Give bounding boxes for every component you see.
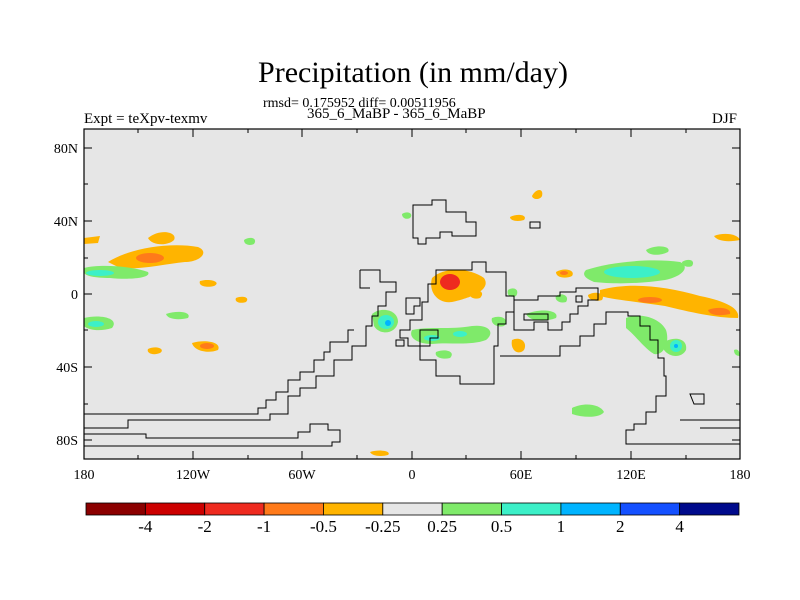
outline-east-continent-north bbox=[513, 287, 599, 331]
y-tick-label: 0 bbox=[71, 288, 78, 303]
colorbar-swatch bbox=[263, 502, 324, 516]
outline-southern-landmass bbox=[84, 423, 341, 447]
colorbar-swatch bbox=[501, 502, 562, 516]
pos-patch-arabia bbox=[507, 288, 518, 297]
colorbar-swatch bbox=[85, 502, 146, 516]
neg-patch-spac2 bbox=[147, 347, 162, 355]
pos-patch-s-atlantic-c2 bbox=[453, 331, 467, 337]
colorbar-label: -4 bbox=[138, 517, 153, 536]
outline-small-box-d bbox=[575, 295, 583, 303]
colorbar-swatch bbox=[382, 502, 443, 516]
colorbar-label: 0.5 bbox=[491, 517, 512, 536]
outline-coast-west-inner bbox=[83, 329, 354, 420]
pos-patch-australia-center bbox=[674, 344, 678, 348]
neg-patch-cpac bbox=[199, 279, 217, 287]
neg-patch-wpac-east bbox=[708, 307, 731, 316]
outline-central-inset bbox=[419, 329, 439, 347]
neg-patch-wpac-core bbox=[638, 297, 662, 303]
experiment-label: Expt = teXpv-texmv bbox=[84, 111, 208, 127]
neg-patch-maritime bbox=[588, 292, 603, 301]
x-tick-marks bbox=[137, 129, 687, 459]
colorbar-swatch bbox=[204, 502, 265, 516]
pos-patch-cpac bbox=[166, 311, 189, 320]
outline-north-landmass bbox=[412, 199, 477, 245]
pos-patch-nam bbox=[244, 237, 256, 245]
pos-patch-atlantic-core bbox=[385, 320, 391, 326]
x-tick-label: 60W bbox=[288, 468, 316, 483]
neg-patch-africa-core bbox=[440, 274, 460, 290]
neg-patch-wpac bbox=[600, 285, 739, 318]
colorbar-swatch bbox=[144, 502, 206, 516]
x-tick-label: 180 bbox=[74, 468, 95, 483]
pos-patch-npac-core bbox=[86, 270, 114, 276]
colorbar-label: -0.25 bbox=[365, 517, 400, 536]
pos-patch-southern-ocean bbox=[572, 404, 604, 417]
neg-patch-asia-mid bbox=[510, 214, 525, 221]
pos-patch-s-atlantic bbox=[411, 325, 491, 344]
coastline-outlines bbox=[83, 199, 740, 447]
experiment-subtitle: 365_6_MaBP - 365_6_MaBP bbox=[307, 106, 486, 122]
neg-patch-npac-north bbox=[148, 232, 175, 245]
pos-patch-japan bbox=[646, 246, 669, 255]
outline-small-box-c bbox=[689, 393, 705, 405]
colorbar-swatch bbox=[441, 502, 502, 516]
y-tick-marks bbox=[84, 147, 740, 441]
chart-title: Precipitation (in mm/day) bbox=[258, 56, 568, 89]
neg-patch-indian-ocean bbox=[511, 338, 526, 353]
pos-patch-europe bbox=[402, 212, 412, 219]
neg-patch-npac-east bbox=[714, 233, 740, 242]
x-tick-label: 180 bbox=[730, 468, 751, 483]
pos-patch-safrica bbox=[435, 350, 452, 359]
neg-patch-antarctic bbox=[370, 450, 389, 456]
colorbar-label: -0.5 bbox=[310, 517, 337, 536]
y-tick-label: 40N bbox=[54, 215, 78, 230]
neg-patch-africa-south bbox=[469, 290, 483, 299]
colorbar-swatch bbox=[679, 502, 740, 516]
pos-patch-wpac-north-core bbox=[604, 266, 660, 278]
neg-patch-west-edge bbox=[84, 236, 100, 244]
x-tick-label: 120E bbox=[616, 468, 646, 483]
y-tick-label: 80N bbox=[54, 142, 78, 157]
colorbar-swatch bbox=[619, 502, 681, 516]
neg-patch-india-core bbox=[560, 271, 568, 275]
season-label: DJF bbox=[712, 111, 738, 127]
y-tick-label: 40S bbox=[56, 361, 78, 376]
pos-patch-npac-e bbox=[682, 259, 694, 267]
outline-east-inset bbox=[523, 313, 549, 321]
outline-small-box-a bbox=[405, 297, 421, 315]
pos-patch-australia-w bbox=[626, 315, 668, 355]
outline-small-box-b bbox=[395, 339, 405, 347]
colorbar-label: 2 bbox=[616, 517, 625, 536]
outline-southeast-coast bbox=[680, 419, 740, 429]
x-tick-label: 60E bbox=[510, 468, 533, 483]
x-tick-label: 120W bbox=[176, 468, 211, 483]
colorbar-label: 0.25 bbox=[427, 517, 457, 536]
outline-central-continent bbox=[399, 261, 515, 385]
outline-small-island bbox=[529, 221, 541, 229]
rmsd-diff-stats: rmsd= 0.175952 diff= 0.00511956 bbox=[263, 96, 456, 111]
colorbar-swatch bbox=[560, 502, 621, 516]
x-tick-label: 0 bbox=[409, 468, 416, 483]
colorbar-label: -1 bbox=[257, 517, 271, 536]
pos-patch-indian-mid bbox=[526, 310, 557, 321]
outline-east-continent-south bbox=[500, 311, 740, 445]
colorbar-label: 1 bbox=[557, 517, 566, 536]
colorbar-label: 4 bbox=[675, 517, 684, 536]
neg-patch-asia-north bbox=[532, 190, 543, 199]
neg-patch-npac-core bbox=[136, 253, 164, 263]
outline-western-continent bbox=[84, 269, 397, 429]
neg-patch-spac-core bbox=[200, 343, 214, 349]
pos-patch-east-edge bbox=[734, 349, 740, 356]
colorbar-label: -2 bbox=[198, 517, 212, 536]
colorbar-swatch bbox=[323, 502, 384, 516]
neg-patch-epac bbox=[235, 296, 248, 303]
y-tick-label: 80S bbox=[56, 434, 78, 449]
pos-patch-spac-core bbox=[88, 321, 104, 327]
colorbar bbox=[85, 502, 740, 516]
outline-isthmus bbox=[359, 270, 370, 289]
precip-anomaly-patches bbox=[84, 190, 740, 456]
